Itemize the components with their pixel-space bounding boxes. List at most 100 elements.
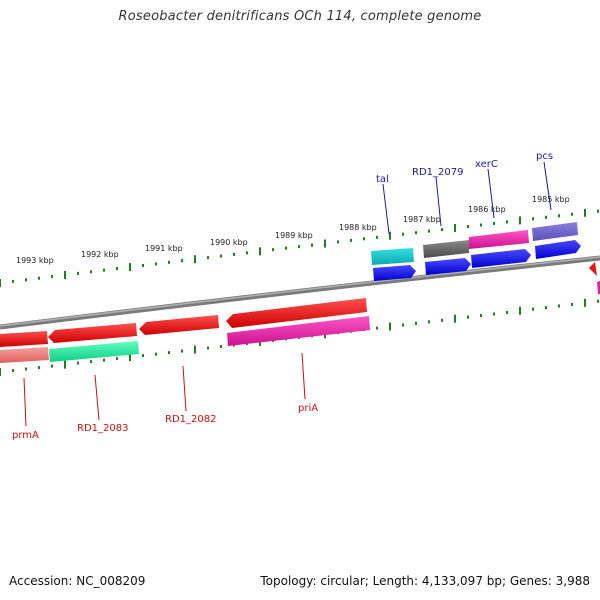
- gene-label-rd1-2083[interactable]: RD1_2083: [77, 423, 128, 434]
- genome-backbone: [0, 255, 600, 330]
- bottom-minor-tick: [207, 346, 209, 350]
- bottom-minor-tick: [597, 299, 599, 303]
- top-minor-tick: [506, 220, 508, 224]
- bottom-minor-tick: [25, 367, 27, 371]
- gene-blue-3[interactable]: [471, 249, 531, 268]
- gene-tal[interactable]: [371, 248, 414, 265]
- bottom-minor-tick: [493, 312, 495, 316]
- kbp-label-1992: 1992 kbp: [81, 250, 119, 259]
- gene-label-pria[interactable]: priA: [298, 403, 318, 414]
- bottom-minor-tick: [103, 358, 105, 362]
- bottom-minor-tick: [168, 351, 170, 355]
- bottom-minor-tick: [51, 364, 53, 368]
- accession-text: Accession: NC_008209: [9, 574, 146, 588]
- bottom-minor-tick: [220, 345, 222, 348]
- gene-red-edge[interactable]: [0, 331, 48, 347]
- reverse-strand-genes: [0, 298, 370, 363]
- top-minor-tick: [168, 260, 170, 264]
- top-minor-tick: [597, 209, 599, 213]
- gene-blue-2[interactable]: [425, 258, 471, 275]
- top-minor-tick: [90, 270, 92, 274]
- gene-label-tal[interactable]: tal: [376, 174, 389, 185]
- gene-prma[interactable]: [0, 347, 49, 363]
- bottom-minor-tick: [402, 323, 404, 327]
- top-minor-tick: [142, 264, 144, 267]
- bottom-minor-tick: [571, 302, 573, 306]
- top-major-tick: [389, 231, 391, 240]
- top-minor-tick: [441, 228, 443, 232]
- genome-summary-text: Topology: circular; Length: 4,133,097 bp…: [260, 574, 590, 588]
- gene-label-prma[interactable]: prmA: [12, 430, 39, 441]
- kbp-label-1988: 1988 kbp: [339, 223, 377, 232]
- gene-rd1-2082[interactable]: [139, 315, 219, 335]
- top-minor-tick: [285, 246, 287, 250]
- gene-label-rd1-2082[interactable]: RD1_2082: [165, 414, 216, 425]
- top-major-tick: [324, 239, 326, 248]
- top-minor-tick: [103, 268, 105, 272]
- bottom-major-tick: [454, 314, 456, 323]
- top-minor-tick: [181, 259, 183, 263]
- gene-rd1-2079[interactable]: [423, 240, 469, 258]
- gene-label-rd1-2079[interactable]: RD1_2079: [412, 167, 463, 178]
- gene-edge-red-1[interactable]: [589, 262, 597, 276]
- kbp-label-1993: 1993 kbp: [16, 256, 54, 265]
- bottom-minor-tick: [506, 310, 508, 314]
- kbp-label-1986: 1986 kbp: [468, 205, 506, 214]
- top-minor-tick: [532, 217, 534, 221]
- gene-edge-magenta[interactable]: [597, 281, 600, 294]
- gene-red-3[interactable]: [226, 298, 367, 328]
- top-minor-tick: [493, 221, 495, 225]
- top-minor-tick: [207, 256, 209, 260]
- bottom-minor-tick: [415, 321, 417, 325]
- bottom-major-tick: [519, 306, 521, 315]
- bottom-minor-tick: [181, 349, 183, 353]
- gene-rd1-2083[interactable]: [49, 341, 139, 362]
- gene-blue-1[interactable]: [373, 265, 416, 281]
- bottom-minor-tick: [12, 369, 14, 372]
- bottom-minor-tick: [77, 361, 79, 365]
- gene-label-pcs[interactable]: pcs: [536, 151, 553, 162]
- top-major-tick: [129, 263, 131, 272]
- kbp-tick-track-top: [0, 208, 599, 287]
- gene-blue-4[interactable]: [535, 240, 581, 259]
- top-minor-tick: [298, 245, 300, 249]
- top-minor-tick: [376, 235, 378, 239]
- bottom-minor-tick: [480, 314, 482, 318]
- top-minor-tick: [25, 278, 27, 282]
- bottom-minor-tick: [545, 306, 547, 310]
- top-minor-tick: [480, 223, 482, 227]
- top-major-tick: [194, 255, 196, 264]
- gene-pria[interactable]: [227, 316, 370, 346]
- bottom-major-tick: [584, 298, 586, 307]
- top-minor-tick: [220, 254, 222, 258]
- gene-label-xerc[interactable]: xerC: [475, 159, 498, 170]
- gene-red-2[interactable]: [48, 323, 137, 343]
- top-major-tick: [519, 216, 521, 225]
- bottom-minor-tick: [142, 354, 144, 358]
- bottom-minor-tick: [38, 366, 40, 370]
- gene-pcs[interactable]: [532, 222, 578, 241]
- label-leaders: [23, 161, 552, 427]
- bottom-minor-tick: [532, 307, 534, 311]
- top-major-tick: [64, 271, 66, 279]
- top-major-tick: [0, 279, 1, 287]
- top-minor-tick: [558, 214, 560, 218]
- kbp-label-1989: 1989 kbp: [275, 231, 313, 240]
- kbp-label-1990: 1990 kbp: [210, 238, 248, 247]
- gene-labels: tal RD1_2079 xerC pcs prmA RD1_2083 RD1_…: [12, 151, 553, 441]
- top-minor-tick: [51, 275, 53, 279]
- top-minor-tick: [155, 262, 157, 266]
- forward-strand-genes: [371, 222, 600, 294]
- kbp-label-1985: 1985 kbp: [532, 195, 570, 204]
- gene-xerc[interactable]: [469, 230, 529, 249]
- bottom-major-tick: [64, 360, 66, 369]
- bottom-major-tick: [389, 322, 391, 331]
- bottom-major-tick: [0, 368, 1, 376]
- bottom-minor-tick: [428, 320, 430, 324]
- top-minor-tick: [38, 276, 40, 280]
- bottom-minor-tick: [90, 360, 92, 364]
- top-minor-tick: [246, 251, 248, 255]
- kbp-label-1987: 1987 kbp: [403, 215, 441, 224]
- bottom-minor-tick: [441, 318, 443, 322]
- top-major-tick: [584, 208, 586, 217]
